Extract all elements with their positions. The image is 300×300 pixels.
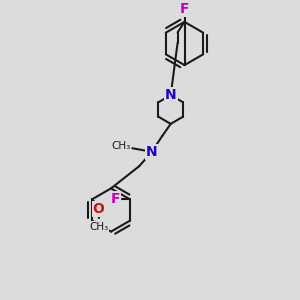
Text: CH₃: CH₃ <box>112 141 131 151</box>
Text: O: O <box>93 202 104 216</box>
Text: CH₃: CH₃ <box>89 222 108 232</box>
Text: N: N <box>165 88 176 102</box>
Text: F: F <box>180 2 189 16</box>
Text: F: F <box>111 192 120 206</box>
Text: N: N <box>146 145 158 159</box>
